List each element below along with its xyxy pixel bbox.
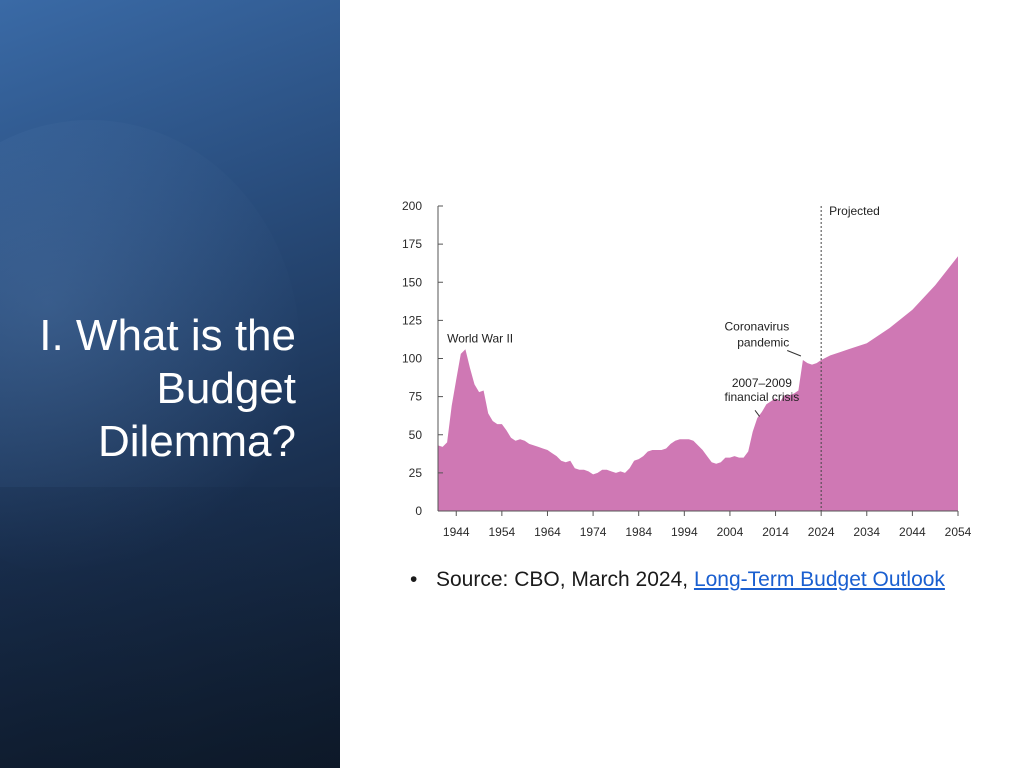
- x-tick-label: 2024: [808, 525, 835, 539]
- bullet-icon: •: [410, 568, 418, 591]
- x-tick-label: 2054: [945, 525, 972, 539]
- annotation-coronavirus: Coronavirus pandemic: [725, 319, 790, 349]
- series-area-debt: [438, 256, 958, 511]
- x-tick-label: 1964: [534, 525, 561, 539]
- x-tick-label: 1994: [671, 525, 698, 539]
- y-tick-label: 50: [409, 428, 423, 442]
- y-tick-label: 150: [402, 275, 422, 289]
- annotation-financial-crisis: 2007–2009 financial crisis: [725, 376, 800, 404]
- y-tick-label: 25: [409, 466, 423, 480]
- y-tick-label: 200: [402, 199, 422, 213]
- source-link[interactable]: Long-Term Budget Outlook: [693, 568, 945, 591]
- x-tick-label: 1944: [443, 525, 470, 539]
- x-tick-label: 1954: [489, 525, 516, 539]
- x-tick-label: 2044: [899, 525, 926, 539]
- x-tick-label: 1974: [580, 525, 607, 539]
- annotation-arrow-coronavirus: [787, 350, 802, 357]
- x-tick-label: 2034: [853, 525, 880, 539]
- y-tick-label: 175: [402, 237, 422, 251]
- debt-area-chart: 0 25 50 75 100 125 150 175 200 1944 1954 1964 1974 19…: [402, 199, 972, 539]
- y-tick-label: 125: [402, 313, 422, 327]
- title-panel: I. What is the Budget Dilemma?: [0, 0, 340, 768]
- y-tick-label: 100: [402, 352, 422, 366]
- annotation-arrow-financial-crisis: [754, 410, 760, 417]
- x-tick-label: 1984: [625, 525, 652, 539]
- source-text: Source: CBO, March 2024,: [436, 568, 694, 591]
- projected-label: Projected: [829, 204, 880, 218]
- decorative-band: [0, 487, 340, 768]
- x-tick-label: 2014: [762, 525, 789, 539]
- x-tick-label: 2004: [717, 525, 744, 539]
- annotation-world-war-ii: World War II: [447, 332, 513, 346]
- y-tick-label: 75: [409, 390, 423, 404]
- source-bullet-item: • Source: CBO, March 2024, Long-Term Budg…: [410, 568, 945, 592]
- slide-title: I. What is the Budget Dilemma?: [39, 311, 296, 467]
- y-tick-label: 0: [415, 504, 422, 518]
